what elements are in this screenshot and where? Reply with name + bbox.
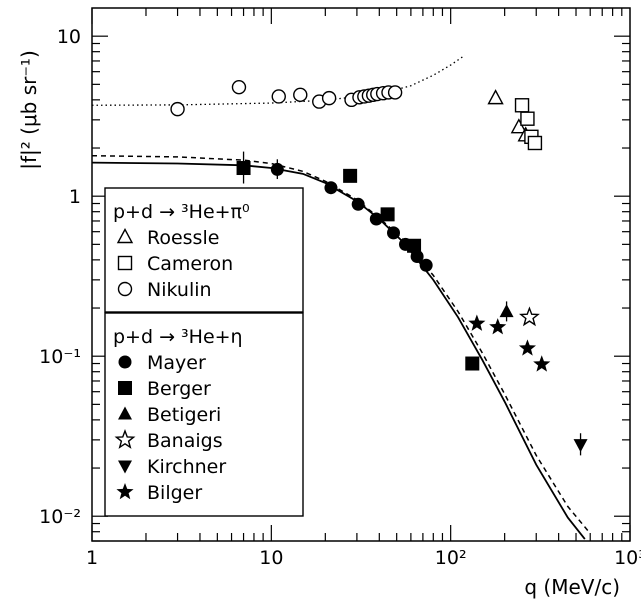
x-tick-label: 1: [86, 547, 98, 569]
legend-marker-berger: [118, 381, 132, 395]
data-point-cameron: [527, 135, 543, 151]
data-point-berger: [407, 238, 422, 253]
data-point-mayer: [270, 162, 284, 176]
legend-marker-mayer: [118, 355, 132, 369]
data-point-bilger: [489, 318, 507, 335]
data-point-mayer: [324, 181, 338, 195]
data-point-mayer: [387, 226, 401, 240]
data-point-bilger: [533, 355, 551, 372]
legend-marker-cameron: [117, 255, 133, 271]
data-point-nikulin: [321, 90, 337, 106]
data-point-bilger: [468, 314, 486, 331]
y-tick-label: 10: [57, 26, 81, 48]
data-point-nikulin: [170, 101, 185, 117]
data-point-betigeri: [499, 304, 514, 318]
series-kirchner: [573, 439, 588, 453]
plot-frame: [91, 7, 631, 542]
legend-title: p+d → ³He+π⁰: [113, 201, 250, 223]
legend-group-1: p+d → ³He+π⁰ Roessle Cameron Nikulin: [104, 187, 304, 313]
data-points: [170, 79, 588, 453]
data-point-cameron: [520, 111, 535, 126]
x-tick-label: 10²: [435, 547, 467, 569]
data-point-mayer: [369, 212, 383, 226]
y-tick-label: 10⁻²: [39, 506, 81, 528]
legend-label-berger: Berger: [147, 378, 211, 400]
data-point-mayer: [351, 197, 365, 211]
y-axis-title: |f|² (μb sr⁻¹): [17, 50, 41, 170]
legend-label-cameron: Cameron: [147, 253, 233, 275]
data-point-nikulin: [271, 89, 286, 104]
legend-marker-bilger: [116, 483, 134, 500]
data-point-mayer: [419, 258, 433, 272]
data-point-roessle: [487, 89, 504, 105]
data-point-banaigs: [519, 306, 540, 327]
series-nikulin: [170, 79, 403, 117]
legend-marker-roessle: [116, 228, 134, 244]
data-point-nikulin: [293, 87, 308, 103]
data-point-berger: [465, 356, 480, 371]
legend-marker-banaigs: [114, 429, 136, 449]
x-tick-label: 10: [259, 547, 283, 569]
legend-marker-nikulin: [117, 281, 133, 297]
legend-label-bilger: Bilger: [147, 482, 202, 504]
data-point-nikulin: [231, 79, 247, 95]
data-point-mayer: [410, 249, 424, 263]
series-cameron: [514, 98, 543, 151]
legend-marker-kirchner: [118, 460, 132, 474]
legend-marker-betigeri: [118, 406, 132, 420]
legend-label-nikulin: Nikulin: [147, 279, 212, 301]
series-banaigs: [519, 306, 540, 327]
legend-box: [104, 312, 304, 517]
data-point-bilger: [518, 339, 537, 356]
x-tick-label: 10³: [614, 547, 641, 569]
series-bilger: [468, 314, 551, 372]
x-axis-title: q (MeV/c): [524, 575, 620, 599]
legend-label-roessle: Roessle: [147, 227, 219, 249]
data-point-nikulin: [387, 85, 403, 100]
data-point-berger: [380, 207, 395, 222]
y-tick-label: 1: [69, 186, 81, 208]
legend-box: [104, 187, 304, 313]
data-point-berger: [236, 161, 251, 176]
legend-label-kirchner: Kirchner: [147, 456, 226, 478]
series-betigeri: [499, 304, 514, 318]
legend-label-mayer: Mayer: [147, 352, 206, 374]
series-berger: [236, 161, 480, 371]
legend-label-banaigs: Banaigs: [147, 430, 223, 452]
legend-label-betigeri: Betigeri: [147, 404, 221, 426]
data-point-roessle: [510, 118, 528, 134]
data-point-cameron: [514, 98, 530, 113]
data-point-berger: [343, 168, 358, 183]
y-tick-label: 10⁻¹: [39, 346, 81, 368]
legend-group-2: p+d → ³He+η Mayer Berger Betigeri Banaigs Kir…: [104, 312, 304, 517]
data-point-kirchner: [573, 439, 588, 453]
axes: 1 10 10² 10³ 10⁻² 10⁻¹ 1 10: [39, 7, 641, 569]
legend-title: p+d → ³He+η: [113, 326, 243, 348]
